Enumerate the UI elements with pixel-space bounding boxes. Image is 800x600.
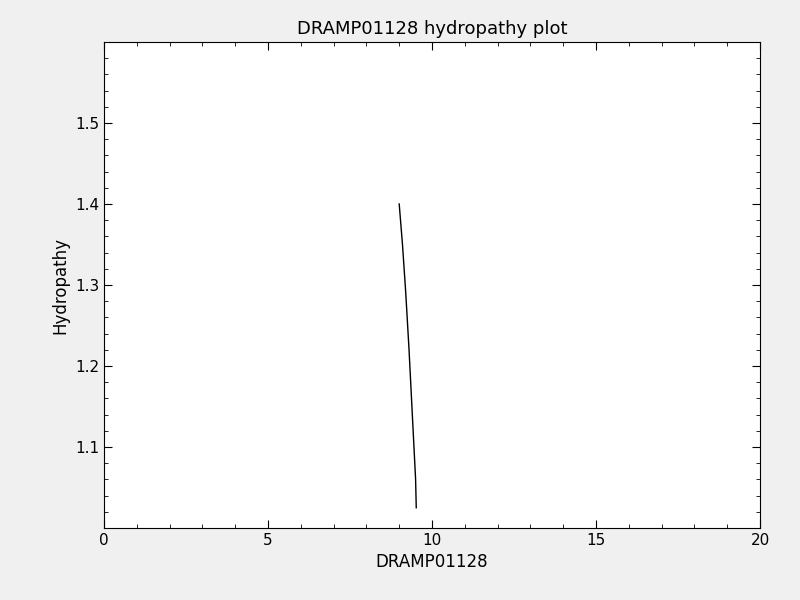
Y-axis label: Hydropathy: Hydropathy — [51, 236, 70, 334]
X-axis label: DRAMP01128: DRAMP01128 — [376, 553, 488, 571]
Title: DRAMP01128 hydropathy plot: DRAMP01128 hydropathy plot — [297, 20, 567, 38]
